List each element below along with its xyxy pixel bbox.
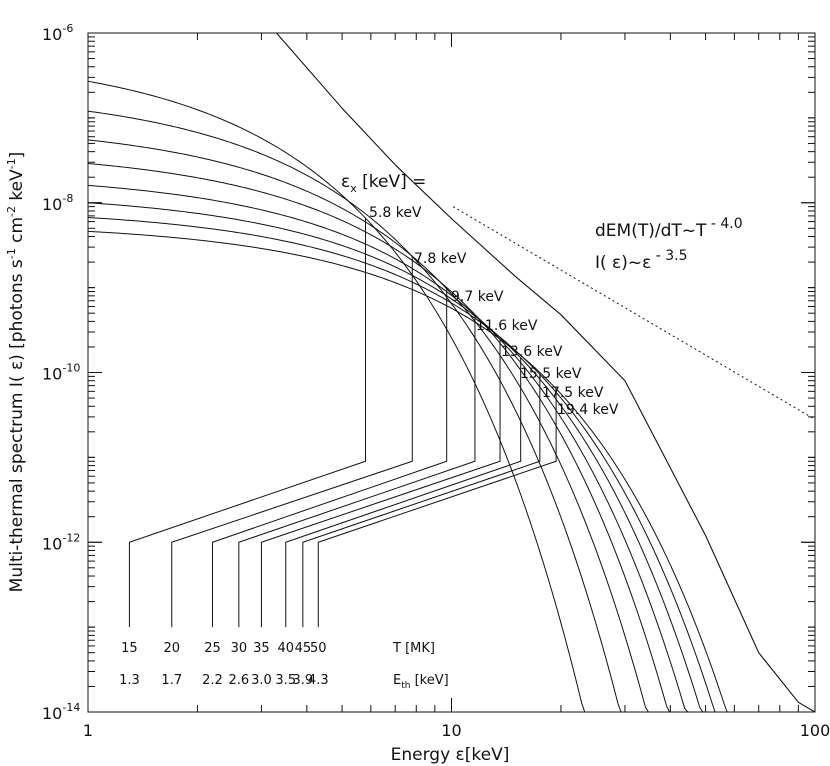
cutoff-label: 17.5 keV — [542, 385, 604, 401]
dem-annotation: dEM(T)/dT~T - 4.0 — [595, 216, 743, 241]
thermal-curve — [88, 230, 734, 712]
cutoff-label: 7.8 keV — [414, 251, 467, 267]
t-row-value: 30 — [231, 641, 248, 656]
eth-row-value: 3.9 — [293, 673, 314, 688]
nonthermal-curves — [128, 218, 557, 628]
t-row-value: 25 — [204, 641, 221, 656]
eth-row-label: Eth [keV] — [393, 673, 449, 691]
thermal-curve — [88, 139, 652, 712]
nonthermal-curve — [171, 256, 413, 628]
nonthermal-curve — [260, 339, 501, 628]
cutoff-label: 19.4 keV — [557, 402, 619, 418]
cutoff-label: 15.5 keV — [520, 366, 582, 382]
thermal-curve — [88, 184, 691, 712]
x-axis-label: Energy ε[keV] — [391, 745, 510, 765]
t-row-value: 50 — [310, 641, 327, 656]
nonthermal-curve — [302, 374, 541, 628]
y-tick-label: 10-10 — [42, 362, 80, 384]
cutoff-label: 5.8 keV — [369, 205, 422, 221]
nonthermal-curve — [238, 314, 476, 628]
cutoff-label: 9.7 keV — [451, 289, 504, 305]
t-row-label: T [MK] — [392, 641, 435, 656]
y-tick-label: 10-14 — [42, 701, 80, 723]
thermal-curve — [88, 110, 625, 712]
t-row-value: 15 — [121, 641, 138, 656]
annotation-labels: 5.8 keV 7.8 keV 9.7 keV 11.6 keV 13.6 keV 15.… — [119, 205, 619, 688]
nonthermal-curve — [128, 218, 367, 628]
t-row-value: 40 — [277, 641, 294, 656]
eps-x-header: εx [keV] = — [341, 172, 426, 195]
t-row-value: 45 — [295, 641, 312, 656]
thermal-curves — [88, 80, 734, 712]
axis-ticks: 1 10 100 10-6 10-8 10-10 10-12 10-14 — [42, 22, 830, 740]
cutoff-label: 11.6 keV — [476, 318, 538, 334]
t-row-value: 35 — [253, 641, 270, 656]
eth-row-value: 3.5 — [275, 673, 296, 688]
y-tick-label: 10-12 — [42, 531, 80, 553]
x-tick-label: 1 — [83, 721, 93, 740]
y-tick-label: 10-6 — [42, 22, 73, 44]
multithermal-layer — [276, 33, 815, 712]
plot-frame — [87, 32, 816, 713]
nonthermal-curve — [211, 288, 448, 628]
eth-row-value: 3.0 — [251, 673, 272, 688]
eth-row-value: 1.7 — [161, 673, 182, 688]
nonthermal-curve — [285, 357, 522, 628]
thermal-curve — [88, 217, 722, 712]
eth-row-value: 1.3 — [119, 673, 140, 688]
intensity-annotation: I( ε)~ε - 3.5 — [595, 248, 688, 273]
thermal-curve — [88, 202, 706, 712]
eth-row-value: 2.6 — [228, 673, 249, 688]
eth-row-value: 2.2 — [202, 673, 223, 688]
cutoff-label: 13.6 keV — [501, 344, 563, 360]
plot-border — [87, 32, 816, 713]
thermal-curve — [88, 163, 673, 712]
x-tick-label: 10 — [441, 721, 461, 740]
y-axis-label: Multi-thermal spectrum I( ε) [photons s-… — [5, 152, 27, 593]
nonthermal-curve — [317, 388, 557, 628]
x-tick-label: 100 — [800, 721, 830, 740]
thermal-curve — [88, 80, 588, 712]
multithermal-curve — [276, 33, 815, 712]
t-row-value: 20 — [163, 641, 180, 656]
eth-row-value: 4.3 — [308, 673, 329, 688]
y-tick-label: 10-8 — [42, 192, 73, 214]
